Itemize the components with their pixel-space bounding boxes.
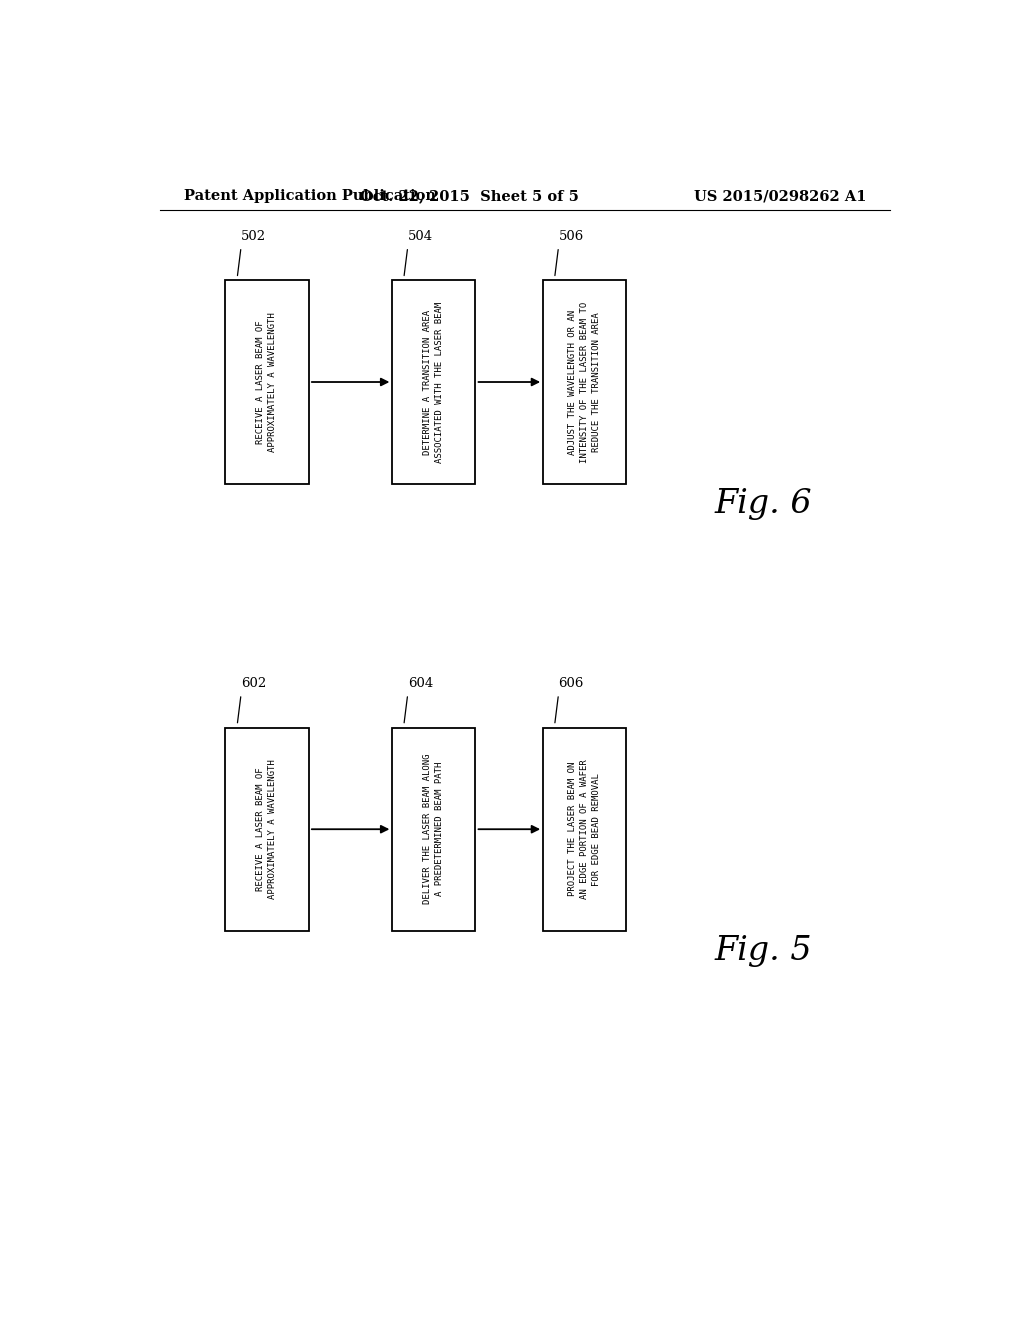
Text: 504: 504 bbox=[408, 230, 433, 243]
Bar bbox=[225, 727, 308, 931]
Text: 602: 602 bbox=[241, 677, 266, 690]
Text: RECEIVE A LASER BEAM OF
APPROXIMATELY A WAVELENGTH: RECEIVE A LASER BEAM OF APPROXIMATELY A … bbox=[256, 312, 278, 451]
Text: 604: 604 bbox=[408, 677, 433, 690]
Text: 506: 506 bbox=[558, 230, 584, 243]
Text: Patent Application Publication: Patent Application Publication bbox=[183, 189, 435, 203]
Bar bbox=[225, 280, 308, 483]
Text: Oct. 22, 2015  Sheet 5 of 5: Oct. 22, 2015 Sheet 5 of 5 bbox=[359, 189, 579, 203]
Text: 502: 502 bbox=[241, 230, 266, 243]
Text: DETERMINE A TRANSITION AREA
ASSOCIATED WITH THE LASER BEAM: DETERMINE A TRANSITION AREA ASSOCIATED W… bbox=[423, 301, 444, 462]
Text: DELIVER THE LASER BEAM ALONG
A PREDETERMINED BEAM PATH: DELIVER THE LASER BEAM ALONG A PREDETERM… bbox=[423, 754, 444, 904]
Bar bbox=[392, 727, 475, 931]
Text: Fig. 6: Fig. 6 bbox=[714, 488, 812, 520]
Text: Fig. 5: Fig. 5 bbox=[714, 935, 812, 968]
Text: US 2015/0298262 A1: US 2015/0298262 A1 bbox=[693, 189, 866, 203]
Bar bbox=[543, 280, 626, 483]
Text: ADJUST THE WAVELENGTH OR AN
INTENSITY OF THE LASER BEAM TO
REDUCE THE TRANSITION: ADJUST THE WAVELENGTH OR AN INTENSITY OF… bbox=[568, 301, 601, 462]
Text: 606: 606 bbox=[558, 677, 584, 690]
Bar bbox=[543, 727, 626, 931]
Text: RECEIVE A LASER BEAM OF
APPROXIMATELY A WAVELENGTH: RECEIVE A LASER BEAM OF APPROXIMATELY A … bbox=[256, 759, 278, 899]
Bar bbox=[392, 280, 475, 483]
Text: PROJECT THE LASER BEAM ON
AN EDGE PORTION OF A WAFER
FOR EDGE BEAD REMOVAL: PROJECT THE LASER BEAM ON AN EDGE PORTIO… bbox=[568, 759, 601, 899]
